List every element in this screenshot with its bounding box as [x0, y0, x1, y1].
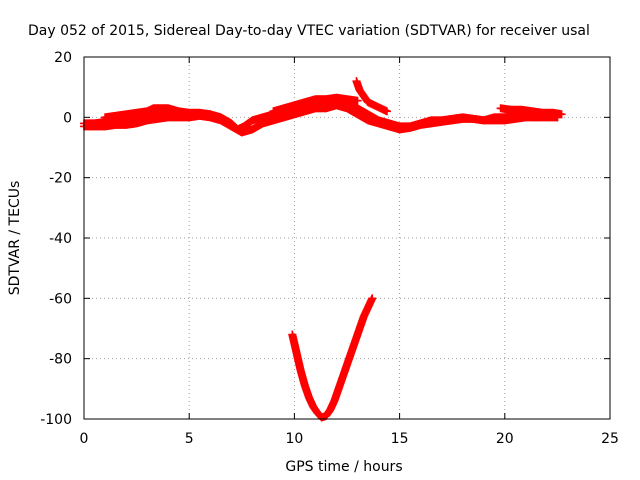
chart-title: Day 052 of 2015, Sidereal Day-to-day VTE…: [28, 23, 590, 39]
y-tick-label: -60: [49, 291, 72, 307]
data-point: [353, 96, 362, 105]
data-point: [557, 110, 566, 119]
series-2: [101, 93, 566, 122]
y-tick-label: -20: [49, 171, 72, 187]
data-point: [382, 107, 391, 116]
data-point: [368, 294, 377, 303]
axis-ticks: 0 5 10 15 20 25 -100 -80 -60 -40 -20 0 20: [40, 50, 619, 447]
x-tick-label: 10: [285, 431, 303, 447]
y-tick-label: -40: [49, 231, 72, 247]
series-3: [352, 77, 391, 116]
x-tick-label: 5: [185, 431, 194, 447]
x-tick-label: 15: [391, 431, 409, 447]
y-tick-label: -100: [40, 412, 72, 428]
x-axis-label: GPS time / hours: [285, 459, 402, 475]
y-tick-label: -80: [49, 352, 72, 368]
x-tick-label: 25: [601, 431, 619, 447]
series-4: [288, 294, 377, 422]
y-tick-label: 0: [63, 110, 72, 126]
y-tick-label: 20: [54, 50, 72, 66]
data-point: [206, 110, 215, 119]
x-tick-label: 20: [496, 431, 514, 447]
x-tick-label: 0: [80, 431, 89, 447]
y-axis-label: SDTVAR / TECUs: [7, 181, 23, 296]
data-points: [80, 77, 566, 422]
